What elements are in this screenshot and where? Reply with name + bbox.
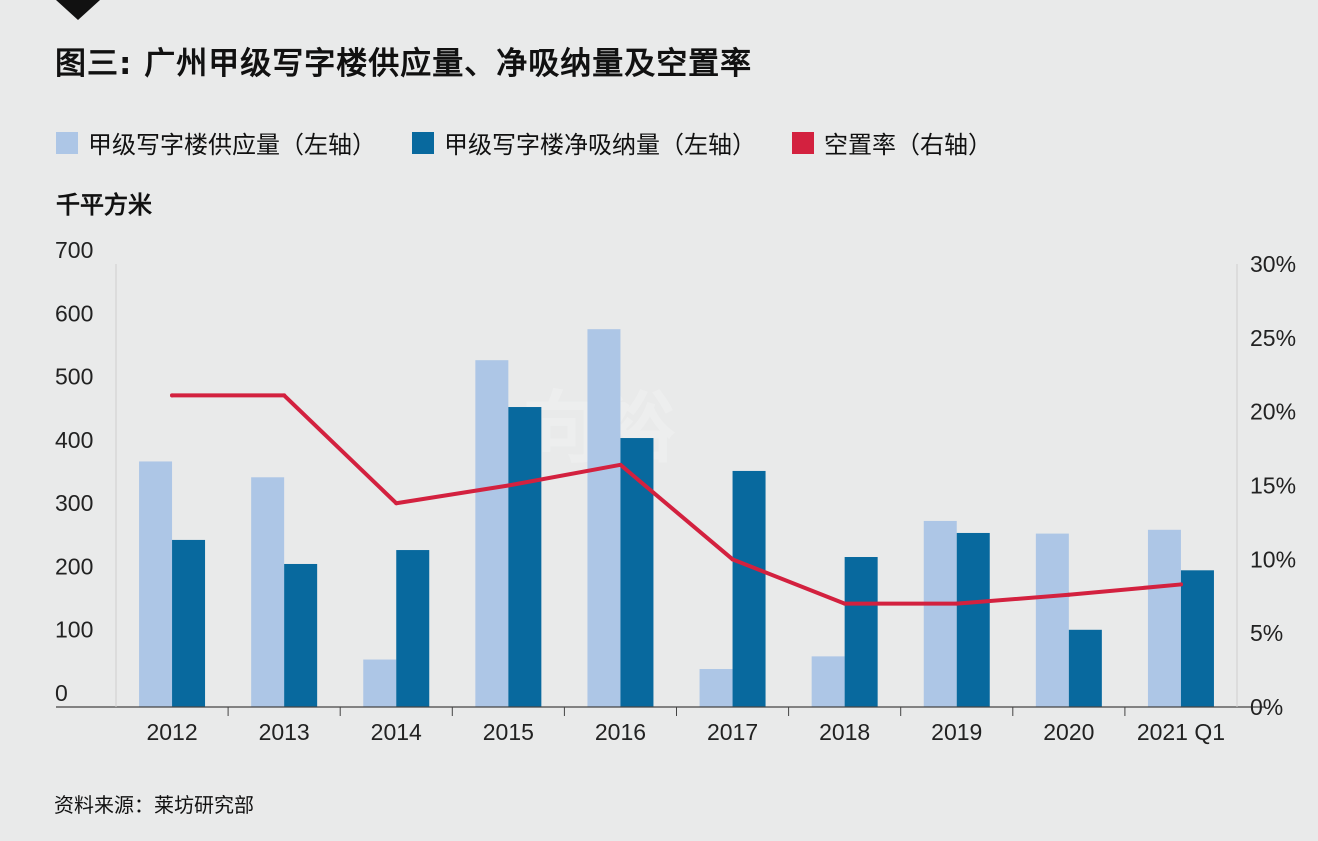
legend-swatch-supply xyxy=(56,131,78,154)
y-right-tick-label: 0% xyxy=(1250,694,1283,720)
legend-label-supply: 甲级写字楼供应量（左轴） xyxy=(88,131,376,159)
y-left-tick-label: 300 xyxy=(55,490,93,516)
left-axis-unit-label: 千平方米 xyxy=(56,191,152,219)
vacancy-point-2021-q1 xyxy=(1178,582,1183,587)
y-left-tick-label: 400 xyxy=(55,427,93,453)
x-tick-label: 2013 xyxy=(259,719,310,745)
bars xyxy=(139,329,1214,707)
y-left-tick-label: 100 xyxy=(55,617,93,643)
bar-absorption-2016 xyxy=(620,438,654,707)
bar-absorption-2017 xyxy=(732,470,766,707)
bar-supply-2014 xyxy=(363,659,397,707)
vacancy-point-2018 xyxy=(842,601,847,606)
bar-absorption-2013 xyxy=(284,563,318,707)
vacancy-point-2015 xyxy=(506,483,511,488)
x-tick-label: 2017 xyxy=(707,719,758,745)
bar-absorption-2018 xyxy=(844,557,878,707)
legend-swatch-vacancy xyxy=(792,131,814,154)
y-left-tick-label: 0 xyxy=(55,680,68,706)
vacancy-point-2013 xyxy=(282,393,287,398)
legend-item-supply: 甲级写字楼供应量（左轴） xyxy=(56,125,376,160)
bar-supply-2021-q1 xyxy=(1147,529,1181,707)
x-tick-label: 2018 xyxy=(819,719,870,745)
legend-swatch-absorption xyxy=(412,131,434,154)
y-right-tick-label: 25% xyxy=(1250,325,1296,351)
x-tick-label: 2015 xyxy=(483,719,534,745)
corner-triangle-mark xyxy=(56,0,100,20)
y-left-tick-label: 200 xyxy=(55,553,93,579)
bar-absorption-2019 xyxy=(956,532,990,707)
vacancy-point-2020 xyxy=(1066,592,1071,597)
bar-supply-2018 xyxy=(811,656,845,707)
chart-title: 图三: 广州甲级写字楼供应量、净吸纳量及空置率 xyxy=(55,46,753,82)
vacancy-line-group xyxy=(170,393,1183,606)
vacancy-rate-line xyxy=(170,393,1183,606)
legend: 甲级写字楼供应量（左轴） 甲级写字楼净吸纳量（左轴） 空置率（右轴） xyxy=(56,125,1028,160)
x-tick-label: 2021 Q1 xyxy=(1137,719,1225,745)
x-tick-label: 2014 xyxy=(371,719,422,745)
y-right-tick-label: 10% xyxy=(1250,546,1296,572)
vacancy-point-2012 xyxy=(170,393,175,398)
axes: 2012 2013 2014 2015 2016 2017 2018 2019 2020 2021… xyxy=(55,237,1296,745)
bar-absorption-2014 xyxy=(396,550,430,707)
bar-supply-2017 xyxy=(699,669,733,707)
legend-item-vacancy: 空置率（右轴） xyxy=(792,125,992,160)
y-left-tick-label: 700 xyxy=(55,237,93,263)
bar-supply-2012 xyxy=(139,461,173,707)
vacancy-point-2017 xyxy=(730,557,735,562)
bar-absorption-2015 xyxy=(508,407,542,707)
vacancy-point-2014 xyxy=(394,501,399,506)
y-right-tick-label: 30% xyxy=(1250,251,1296,277)
bar-absorption-2020 xyxy=(1068,629,1102,707)
source-note: 资料来源：莱坊研究部 xyxy=(54,793,254,817)
vacancy-point-2019 xyxy=(954,601,959,606)
bar-supply-2013 xyxy=(251,477,285,707)
bar-supply-2016 xyxy=(587,329,621,707)
bar-supply-2019 xyxy=(923,520,957,707)
x-tick-label: 2012 xyxy=(146,719,197,745)
x-tick-label: 2016 xyxy=(595,719,646,745)
vacancy-point-2016 xyxy=(618,462,623,467)
legend-label-absorption: 甲级写字楼净吸纳量（左轴） xyxy=(444,131,756,159)
bar-absorption-2012 xyxy=(172,539,206,707)
x-tick-label: 2019 xyxy=(931,719,982,745)
x-tick-label: 2020 xyxy=(1043,719,1094,745)
bar-supply-2015 xyxy=(475,360,509,707)
bar-absorption-2021-q1 xyxy=(1180,570,1214,707)
y-left-tick-label: 500 xyxy=(55,364,93,390)
legend-label-vacancy: 空置率（右轴） xyxy=(824,131,992,159)
y-left-tick-label: 600 xyxy=(55,300,93,326)
y-right-tick-label: 20% xyxy=(1250,399,1296,425)
bar-supply-2020 xyxy=(1035,533,1069,707)
y-right-tick-label: 15% xyxy=(1250,473,1296,499)
y-right-tick-label: 5% xyxy=(1250,620,1283,646)
legend-item-absorption: 甲级写字楼净吸纳量（左轴） xyxy=(412,125,756,160)
